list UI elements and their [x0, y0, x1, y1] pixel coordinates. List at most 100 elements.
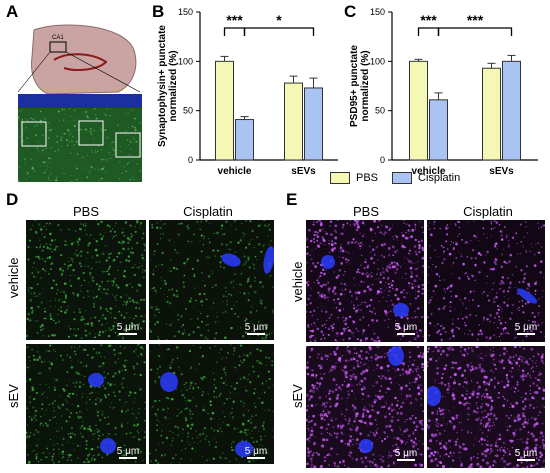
punctum [478, 240, 480, 242]
punctum [230, 307, 233, 311]
punctum [27, 286, 29, 288]
micrograph-punctum [135, 133, 137, 135]
punctum [495, 312, 499, 315]
punctum [381, 375, 384, 378]
punctum [421, 419, 424, 422]
bar [502, 60, 521, 161]
punctum [368, 460, 372, 463]
punctum [34, 414, 37, 417]
punctum [272, 384, 274, 386]
punctum [458, 451, 460, 454]
punctum [537, 311, 540, 314]
punctum [204, 406, 206, 408]
punctum [383, 433, 385, 434]
punctum [385, 403, 387, 405]
punctum [535, 360, 537, 362]
punctum [38, 257, 40, 260]
micrograph-punctum [47, 177, 50, 179]
punctum [344, 415, 346, 417]
punctum [234, 228, 237, 231]
punctum [337, 424, 340, 428]
punctum [337, 275, 340, 277]
punctum [485, 254, 487, 256]
punctum [131, 286, 133, 288]
punctum [363, 289, 367, 293]
punctum [76, 444, 79, 447]
punctum [241, 423, 245, 426]
punctum [140, 315, 143, 318]
punctum [84, 322, 87, 326]
punctum [243, 255, 246, 258]
punctum [352, 238, 355, 241]
punctum [499, 282, 502, 286]
punctum [538, 304, 541, 308]
punctum [396, 382, 398, 384]
punctum [485, 443, 488, 445]
punctum [506, 304, 509, 307]
punctum [329, 352, 332, 356]
micrograph-punctum [46, 120, 48, 121]
punctum [68, 409, 70, 411]
micrograph-punctum [136, 146, 138, 147]
punctum [458, 327, 461, 330]
punctum [232, 418, 234, 421]
punctum [399, 326, 402, 329]
punctum [121, 454, 123, 456]
punctum [344, 418, 347, 421]
punctum [429, 222, 431, 224]
punctum [114, 331, 117, 334]
punctum [100, 287, 103, 289]
punctum [103, 244, 105, 246]
puncta [26, 220, 146, 340]
punctum [388, 412, 391, 416]
punctum [46, 424, 49, 427]
punctum [385, 269, 389, 273]
punctum [367, 434, 370, 437]
punctum [212, 249, 214, 252]
punctum [312, 452, 315, 455]
punctum [360, 264, 362, 267]
punctum [55, 430, 58, 432]
micrograph-punctum [36, 124, 38, 127]
punctum [478, 385, 481, 389]
punctum [324, 244, 326, 246]
punctum [401, 231, 403, 234]
punctum [51, 402, 54, 405]
punctum [532, 406, 535, 410]
punctum [243, 236, 245, 238]
punctum [75, 371, 78, 374]
punctum [189, 367, 192, 370]
punctum [430, 451, 434, 455]
punctum [268, 243, 271, 246]
punctum [69, 257, 72, 259]
punctum [502, 459, 506, 464]
punctum [247, 337, 249, 339]
punctum [520, 396, 523, 398]
punctum [101, 281, 103, 283]
punctum [33, 358, 36, 361]
punctum [530, 416, 534, 419]
micrograph-punctum [83, 114, 85, 116]
punctum [513, 435, 515, 437]
punctum [400, 242, 402, 244]
punctum [341, 383, 344, 387]
punctum [349, 350, 351, 352]
punctum [506, 448, 509, 450]
punctum [309, 390, 311, 393]
punctum [396, 239, 398, 241]
punctum [102, 235, 105, 238]
punctum [142, 268, 144, 271]
punctum [492, 362, 494, 365]
punctum [77, 328, 80, 330]
punctum [57, 460, 61, 463]
punctum [376, 423, 378, 426]
punctum [138, 307, 141, 310]
punctum [375, 346, 378, 347]
punctum [408, 370, 411, 373]
punctum [78, 381, 82, 384]
punctum [369, 284, 371, 287]
punctum [452, 427, 455, 431]
punctum [390, 428, 393, 432]
punctum [328, 432, 331, 435]
punctum [229, 397, 231, 400]
